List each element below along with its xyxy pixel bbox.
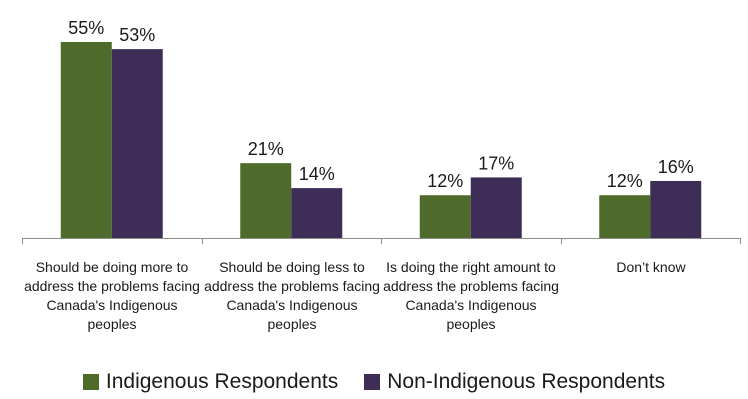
legend-item-indigenous: Indigenous Respondents [82,370,339,394]
category-label: Should be doing less to address the prob… [204,259,380,332]
legend-label-indigenous: Indigenous Respondents [105,370,339,393]
data-label: 12% [427,171,463,191]
data-label: 53% [119,25,155,45]
category-label: Don’t know [616,259,686,275]
bar [599,195,651,238]
data-label: 55% [68,18,104,38]
data-label: 17% [478,153,514,173]
legend-swatch-indigenous [82,374,99,390]
bar-chart: 55% 53% 21% 14% 12% 17% 12% 16% [22,18,741,244]
bar [111,49,163,238]
data-label: 16% [658,157,694,177]
category-label: Should be doing more to address the prob… [24,259,200,332]
bar [470,177,522,238]
legend-swatch-non-indigenous [364,374,381,390]
bar [419,195,471,238]
data-label: 14% [299,164,335,184]
data-label: 12% [607,171,643,191]
bar [240,163,292,238]
legend-label-non-indigenous: Non-Indigenous Respondents [387,370,666,393]
category-label: Is doing the right amount to address the… [383,259,559,332]
chart-legend: Indigenous Respondents Non-Indigenous Re… [0,370,748,394]
bar [60,42,112,238]
legend-item-non-indigenous: Non-Indigenous Respondents [364,370,665,394]
data-label: 21% [248,139,284,159]
bar [291,188,343,238]
bar [650,180,702,238]
